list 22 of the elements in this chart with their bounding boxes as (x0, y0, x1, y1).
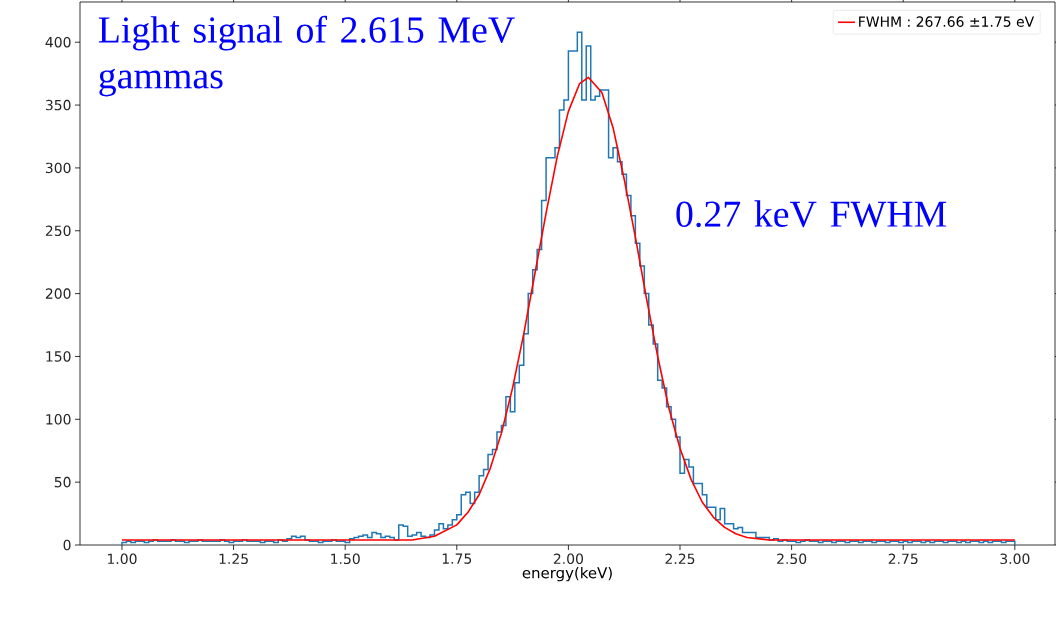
x-tick-label: 1.00 (107, 553, 137, 565)
y-tick-label: 0 (63, 539, 71, 551)
x-tick-label: 1.50 (331, 553, 360, 565)
x-tick-label: 2.00 (553, 553, 583, 565)
y-tick-label: 100 (46, 414, 71, 425)
x-tick-label: 2.75 (888, 553, 918, 565)
legend-label: FWHM : 267.66 ±1.75 eV (859, 16, 1035, 27)
y-tick-label: 400 (45, 36, 71, 48)
annotation: Light signal of 2.615 MeV gammas (98, 15, 515, 97)
x-tick-label: 1.75 (442, 553, 472, 564)
x-tick-label: 2.25 (665, 553, 695, 565)
y-tick-label: 250 (45, 225, 71, 237)
x-tick-label: 1.25 (219, 553, 248, 565)
x-tick-label: 3.00 (1000, 553, 1030, 565)
y-tick-label: 50 (54, 476, 71, 488)
annotation: 0.27 keV FWHM (676, 200, 947, 228)
x-axis-title: energy(keV) (522, 566, 612, 582)
y-tick-label: 350 (45, 99, 71, 111)
y-tick-label: 300 (45, 162, 71, 174)
y-tick-label: 200 (45, 288, 71, 299)
x-tick-label: 2.50 (777, 553, 807, 565)
y-tick-label: 150 (46, 351, 71, 362)
